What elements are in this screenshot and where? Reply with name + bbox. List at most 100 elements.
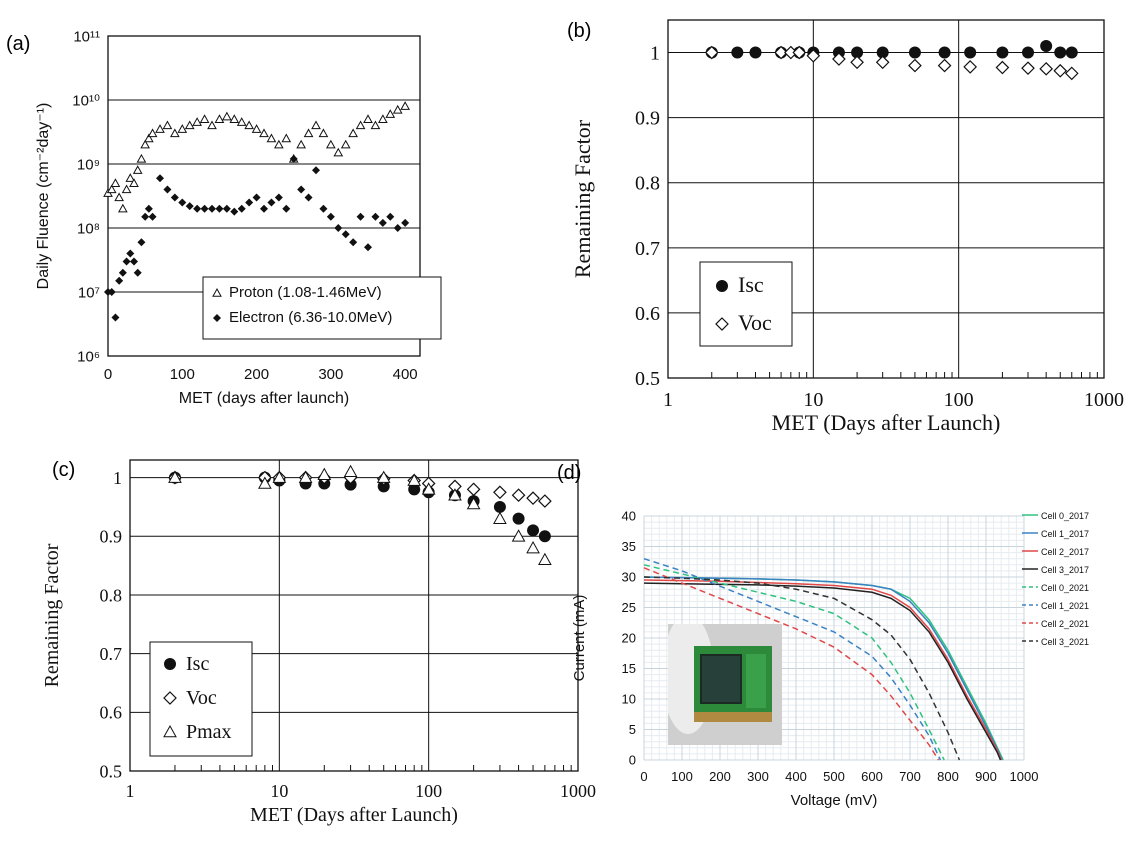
x-tick-label: 100 <box>944 389 974 411</box>
legend-marker <box>164 658 176 670</box>
data-point <box>222 111 232 121</box>
legend-label: Proton (1.08-1.46MeV) <box>229 284 382 301</box>
data-point <box>493 485 507 500</box>
y-tick-label: 10¹¹ <box>73 28 100 45</box>
series-d-5 <box>643 557 942 761</box>
x-tick-label: 1 <box>663 389 673 411</box>
data-point <box>401 218 410 227</box>
data-point <box>355 120 366 130</box>
chart-b: 1 10 100 1000 0.5 0.6 0.7 0.8 0.9 1 MET (Days afte… <box>570 19 1124 435</box>
data-point <box>377 480 390 493</box>
y-tick-label: 1 <box>113 468 122 488</box>
x-tick-label: 100 <box>170 366 195 383</box>
legend-label: Cell 3_2017 <box>1041 565 1089 575</box>
data-point <box>1021 61 1035 76</box>
data-point <box>408 483 421 496</box>
data-point <box>938 46 951 59</box>
data-point <box>297 185 306 194</box>
data-point <box>393 224 402 232</box>
panel-label-c: (c) <box>52 459 76 481</box>
data-point <box>177 124 188 133</box>
data-point <box>106 184 117 194</box>
legend-marker <box>716 280 728 292</box>
y-tick-label: 10⁹ <box>77 156 100 173</box>
data-point <box>147 128 158 138</box>
legend-label: Cell 2_2017 <box>1041 547 1089 557</box>
y-tick-label: 0.9 <box>635 108 660 130</box>
x-tick-label: 300 <box>318 366 343 383</box>
x-tick-label: 100 <box>415 781 442 801</box>
data-point <box>236 117 247 126</box>
data-point <box>304 193 313 202</box>
data-point <box>107 288 116 296</box>
data-point <box>964 46 977 59</box>
legend-label: Cell 0_2021 <box>1041 583 1089 593</box>
series-c-0 <box>168 471 551 543</box>
series-c-1 <box>168 470 552 508</box>
data-point <box>318 128 329 138</box>
data-point <box>1054 46 1067 59</box>
y-tick-label: 1 <box>650 43 660 65</box>
data-point <box>356 212 365 221</box>
data-point <box>512 512 525 525</box>
data-point <box>538 552 552 566</box>
legend-label: Cell 1_2021 <box>1041 601 1089 611</box>
iv-curve <box>643 576 1003 761</box>
data-point <box>385 109 396 118</box>
data-point <box>343 464 358 478</box>
data-point <box>527 524 540 537</box>
chart-d: 0 100 200 300 400 500 600 700 800 900 1000 0 5 10 15 20… <box>571 509 1089 809</box>
data-point <box>511 529 526 542</box>
data-point <box>963 60 978 74</box>
data-point <box>875 55 890 70</box>
data-point <box>215 204 224 213</box>
x-tick-label: 10 <box>270 781 288 801</box>
data-point <box>364 243 372 252</box>
y-tick-label: 0.8 <box>100 585 123 605</box>
data-point <box>260 204 268 213</box>
data-point <box>266 133 277 143</box>
legend-marker <box>163 724 177 738</box>
y-tick-label: 0 <box>629 753 636 768</box>
data-point <box>296 139 306 149</box>
data-point <box>493 500 506 513</box>
data-point <box>400 101 410 110</box>
y-tick-label: 0.8 <box>635 173 660 195</box>
data-point <box>526 491 540 505</box>
x-tick-label: 0 <box>640 769 647 784</box>
data-point <box>876 46 889 59</box>
y-tick-label: 10⁷ <box>78 284 100 301</box>
data-point <box>178 198 187 207</box>
data-point <box>792 45 807 60</box>
x-tick-label: 1000 <box>560 781 596 801</box>
chart-c: 1 10 100 1000 0.5 0.6 0.7 0.8 0.9 1 MET (Days afte… <box>41 459 596 826</box>
data-point <box>774 45 788 60</box>
data-point <box>344 478 357 491</box>
iv-curve <box>643 576 961 761</box>
data-point <box>132 165 143 174</box>
y-tick-label: 10 <box>622 692 636 707</box>
series-a-0 <box>103 101 410 213</box>
legend-marker <box>213 314 221 322</box>
data-point <box>908 46 921 59</box>
y-tick-label: 20 <box>622 631 636 646</box>
data-point <box>272 470 287 483</box>
data-point <box>200 204 209 213</box>
data-point <box>378 114 388 123</box>
x-axis-title: Voltage (mV) <box>791 792 878 809</box>
data-point <box>298 470 313 483</box>
y-tick-label: 0.6 <box>635 303 660 325</box>
data-point <box>448 488 462 501</box>
data-point <box>1022 46 1035 59</box>
data-point <box>214 114 225 123</box>
y-tick-label: 15 <box>622 661 636 676</box>
x-tick-label: 900 <box>975 769 997 784</box>
iv-curve <box>643 567 940 761</box>
legend-label: Isc <box>738 272 764 297</box>
data-point <box>274 193 283 202</box>
data-point <box>141 212 150 221</box>
x-tick-label: 400 <box>393 366 418 383</box>
data-point <box>704 45 719 60</box>
data-point <box>129 178 139 187</box>
